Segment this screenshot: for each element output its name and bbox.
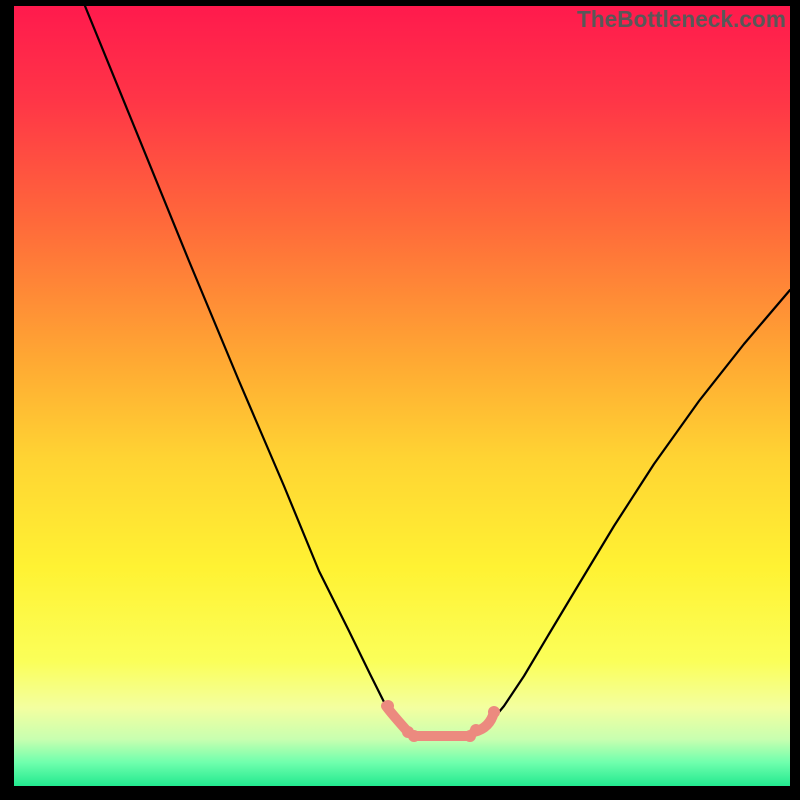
bottleneck-curve [85, 6, 790, 734]
watermark-text: TheBottleneck.com [577, 6, 786, 33]
bottom-mark-dot [408, 730, 420, 742]
bottom-marks [382, 700, 500, 742]
bottom-mark-dot [470, 724, 482, 736]
frame-border-right [790, 0, 800, 800]
chart-svg-layer [14, 6, 790, 786]
bottom-mark-dot [382, 700, 394, 712]
bottom-mark-dot [488, 706, 500, 718]
frame-border-left [0, 0, 14, 800]
frame-border-bottom [0, 786, 800, 800]
chart-plot-area [14, 6, 790, 786]
